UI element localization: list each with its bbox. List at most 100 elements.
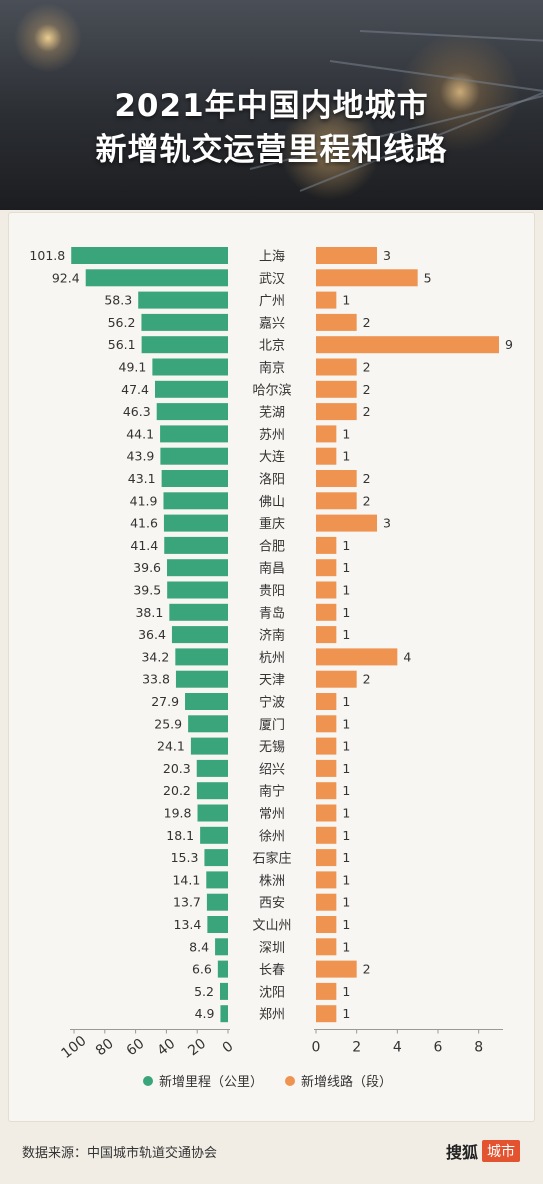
lines-value-label: 1 — [342, 1006, 350, 1021]
lines-bar — [316, 291, 337, 309]
mileage-bar — [163, 514, 228, 532]
lines-value-label: 1 — [342, 917, 350, 932]
mileage-bar — [164, 536, 228, 554]
city-label: 大连 — [259, 449, 285, 465]
mileage-bar — [200, 826, 228, 844]
legend-mileage-label: 新增里程（公里） — [159, 1074, 263, 1090]
lines-bar — [316, 313, 357, 331]
lines-tick-label: 2 — [352, 1040, 361, 1056]
lines-value-label: 5 — [424, 270, 432, 285]
mileage-value-label: 56.2 — [108, 315, 136, 330]
lines-value-label: 1 — [342, 783, 350, 798]
data-source-note: 数据来源：中国城市轨道交通协会 — [22, 1146, 218, 1161]
mileage-bar — [204, 849, 228, 867]
city-label: 西安 — [259, 896, 285, 911]
lines-value-label: 1 — [342, 828, 350, 843]
city-label: 绍兴 — [259, 762, 285, 777]
mileage-bar — [167, 581, 228, 599]
mileage-bar — [171, 626, 228, 644]
mileage-value-label: 27.9 — [151, 694, 179, 709]
lines-value-label: 2 — [363, 962, 371, 977]
mileage-bar — [138, 291, 228, 309]
mileage-bar — [85, 269, 228, 287]
lines-bar — [316, 737, 337, 755]
lines-bar — [316, 782, 337, 800]
mileage-bar — [169, 603, 228, 621]
lines-value-label: 1 — [342, 872, 350, 887]
city-label: 济南 — [259, 628, 285, 644]
legend-lines-marker — [285, 1076, 295, 1086]
mileage-bar — [156, 403, 228, 421]
mileage-bar — [175, 670, 228, 688]
mileage-value-label: 39.6 — [133, 560, 161, 575]
mileage-value-label: 8.4 — [189, 939, 209, 954]
city-label: 石家庄 — [252, 851, 291, 867]
page-title-line1: 2021年中国内地城市 — [114, 88, 429, 124]
city-label: 上海 — [259, 250, 285, 265]
lines-bar — [316, 470, 357, 487]
lines-bar — [316, 603, 337, 621]
mileage-value-label: 36.4 — [138, 627, 166, 642]
mileage-bar — [206, 893, 228, 911]
mileage-bar — [197, 804, 228, 822]
mileage-value-label: 18.1 — [166, 828, 194, 843]
lines-value-label: 1 — [342, 538, 350, 553]
mileage-value-label: 24.1 — [157, 739, 185, 754]
lines-value-label: 1 — [342, 605, 350, 620]
lines-value-label: 3 — [383, 248, 391, 263]
lines-value-label: 1 — [342, 560, 350, 575]
city-label: 无锡 — [259, 740, 285, 755]
lines-bar — [316, 759, 337, 777]
city-label: 厦门 — [259, 718, 285, 733]
lines-value-label: 4 — [403, 649, 411, 664]
lines-value-label: 1 — [342, 850, 350, 865]
lines-bar — [316, 715, 337, 733]
city-label: 青岛 — [259, 605, 285, 621]
city-label: 合肥 — [259, 539, 285, 554]
city-label: 天津 — [259, 673, 285, 688]
lines-bar — [316, 871, 337, 889]
mileage-tick-label: 40 — [154, 1036, 178, 1060]
lines-value-label: 3 — [383, 516, 391, 531]
mileage-bar — [161, 470, 228, 487]
mileage-value-label: 44.1 — [126, 426, 154, 441]
city-label: 常州 — [259, 807, 285, 822]
page-title-line2: 新增轨交运营里程和线路 — [95, 132, 448, 168]
city-label: 苏州 — [259, 427, 285, 443]
mileage-value-label: 4.9 — [195, 1006, 215, 1021]
lines-bar — [316, 826, 337, 844]
lines-value-label: 2 — [363, 493, 371, 508]
city-label: 郑州 — [259, 1008, 285, 1023]
city-label: 宁波 — [259, 695, 285, 711]
lines-value-label: 1 — [342, 426, 350, 441]
city-label: 武汉 — [259, 272, 285, 287]
mileage-bar — [217, 960, 228, 978]
lines-bar — [316, 492, 357, 510]
lines-tick-label: 0 — [312, 1040, 321, 1056]
lines-value-label: 1 — [342, 895, 350, 910]
lines-value-label: 1 — [342, 716, 350, 731]
lines-value-label: 1 — [342, 939, 350, 954]
city-label: 芜湖 — [259, 406, 285, 421]
mileage-value-label: 43.9 — [127, 449, 155, 464]
lines-value-label: 1 — [342, 739, 350, 754]
lines-bar — [316, 849, 337, 867]
mileage-value-label: 41.9 — [130, 493, 158, 508]
lines-value-label: 2 — [363, 382, 371, 397]
lines-bar — [316, 960, 357, 978]
mileage-tick-label: 60 — [124, 1036, 148, 1060]
lines-value-label: 1 — [342, 761, 350, 776]
city-label: 嘉兴 — [259, 316, 285, 331]
lines-value-label: 1 — [342, 627, 350, 642]
lines-bar — [316, 514, 377, 532]
city-label: 文山州 — [252, 919, 291, 934]
lines-bar — [316, 247, 377, 264]
city-label: 北京 — [259, 339, 285, 354]
lines-bar — [316, 447, 337, 465]
city-label: 南京 — [259, 360, 285, 376]
mileage-bar — [155, 380, 228, 398]
city-label: 洛阳 — [259, 473, 285, 488]
mileage-value-label: 46.3 — [123, 404, 151, 419]
lines-tick-label: 4 — [393, 1040, 402, 1056]
mileage-value-label: 6.6 — [192, 962, 212, 977]
